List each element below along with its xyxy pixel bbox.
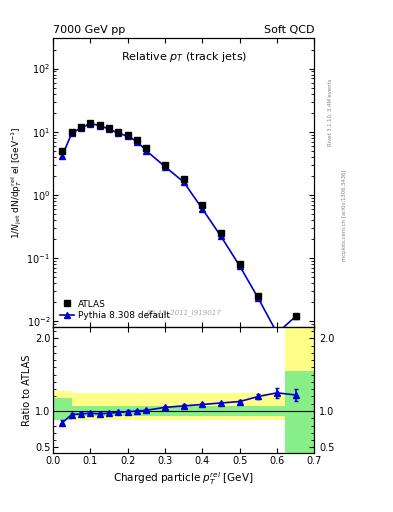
Text: Relative $p_T$ (track jets): Relative $p_T$ (track jets) — [121, 50, 247, 64]
Text: Rivet 3.1.10, 3.4M events: Rivet 3.1.10, 3.4M events — [328, 79, 333, 146]
Y-axis label: Ratio to ATLAS: Ratio to ATLAS — [22, 355, 32, 426]
Bar — [53, 391, 72, 420]
Text: ATLAS_2011_I919017: ATLAS_2011_I919017 — [146, 309, 222, 316]
Legend: ATLAS, Pythia 8.308 default: ATLAS, Pythia 8.308 default — [57, 297, 173, 323]
Bar — [53, 398, 72, 420]
Bar — [285, 328, 314, 453]
Text: Soft QCD: Soft QCD — [264, 25, 314, 35]
Bar — [72, 393, 285, 420]
Bar — [72, 406, 285, 416]
X-axis label: Charged particle $p_T^{rel}$ [GeV]: Charged particle $p_T^{rel}$ [GeV] — [114, 470, 254, 487]
Text: mcplots.cern.ch [arXiv:1306.3436]: mcplots.cern.ch [arXiv:1306.3436] — [342, 169, 347, 261]
Text: 7000 GeV pp: 7000 GeV pp — [53, 25, 125, 35]
Y-axis label: $1/N_\mathrm{jet}\ \mathrm{dN/dp}_T^\mathrm{rel}\ \mathrm{el}\ [\mathrm{GeV}^{-1: $1/N_\mathrm{jet}\ \mathrm{dN/dp}_T^\mat… — [9, 126, 24, 239]
Bar — [285, 371, 314, 453]
